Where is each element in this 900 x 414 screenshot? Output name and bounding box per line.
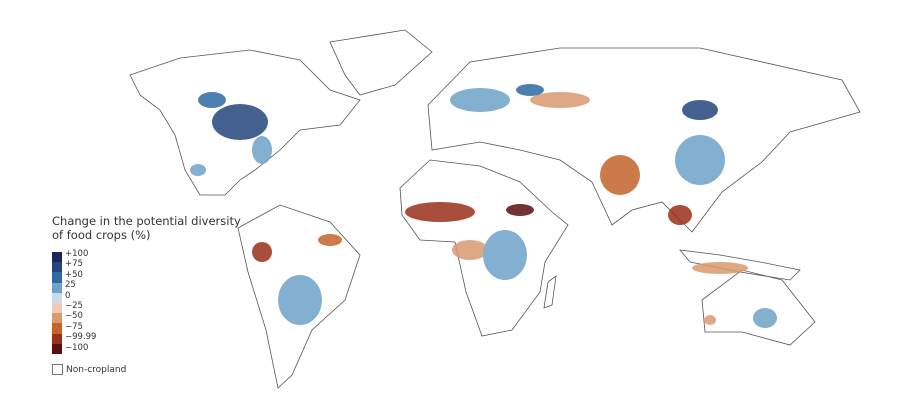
color-scale: +100 +75 +50 25 0 −25 −50 −75 −99.99 −100 [52,249,252,354]
greenland-outline [329,29,433,96]
legend-swatch [52,252,62,263]
legend-label: −50 [65,311,83,322]
legend-label: +100 [65,249,89,259]
legend-swatch [52,313,62,324]
madagascar-outline [543,275,557,309]
indonesia-outline [679,249,801,281]
data-patch [692,262,748,274]
data-patch [675,135,725,185]
legend-label: −100 [65,342,89,353]
legend-swatch [52,333,62,344]
legend-non-cropland: Non-cropland [52,364,252,375]
legend-swatch [52,292,62,303]
data-patch [530,92,590,108]
australia-outline [701,269,816,346]
legend-swatch [52,272,62,283]
legend-swatch [52,262,62,273]
data-patch [450,88,510,112]
data-patch [483,230,527,280]
data-patch [198,92,226,108]
eurasia-outline [427,47,861,233]
legend-label: 0 [65,290,71,301]
legend-label: +50 [65,269,83,280]
data-patch [252,242,272,262]
legend-label: −99.99 [65,332,97,343]
data-patch [600,155,640,195]
legend-label: 25 [65,280,76,291]
legend-swatch [52,323,62,334]
data-patch [318,234,342,246]
data-patch [753,308,777,328]
non-cropland-label: Non-cropland [66,364,127,375]
data-patch [278,275,322,325]
legend: Change in the potential diversity of foo… [52,214,252,375]
data-patch [506,204,534,216]
data-patch [190,164,206,176]
non-cropland-swatch [52,364,63,375]
legend-swatch [52,282,62,293]
data-patch [405,202,475,222]
africa-outline [399,159,569,337]
data-patch [516,84,544,96]
data-patch [212,104,268,140]
diversity-change-data [190,84,777,328]
legend-title: Change in the potential diversity of foo… [52,214,241,242]
data-patch [704,315,716,325]
legend-label: +75 [65,259,83,270]
data-patch [682,100,718,120]
south-america-outline [237,204,361,389]
legend-swatch [52,343,62,354]
data-patch [452,240,488,260]
data-patch [668,205,692,225]
legend-swatch [52,303,62,314]
legend-label: −75 [65,321,83,332]
data-patch [252,136,272,164]
legend-label: −25 [65,301,83,311]
